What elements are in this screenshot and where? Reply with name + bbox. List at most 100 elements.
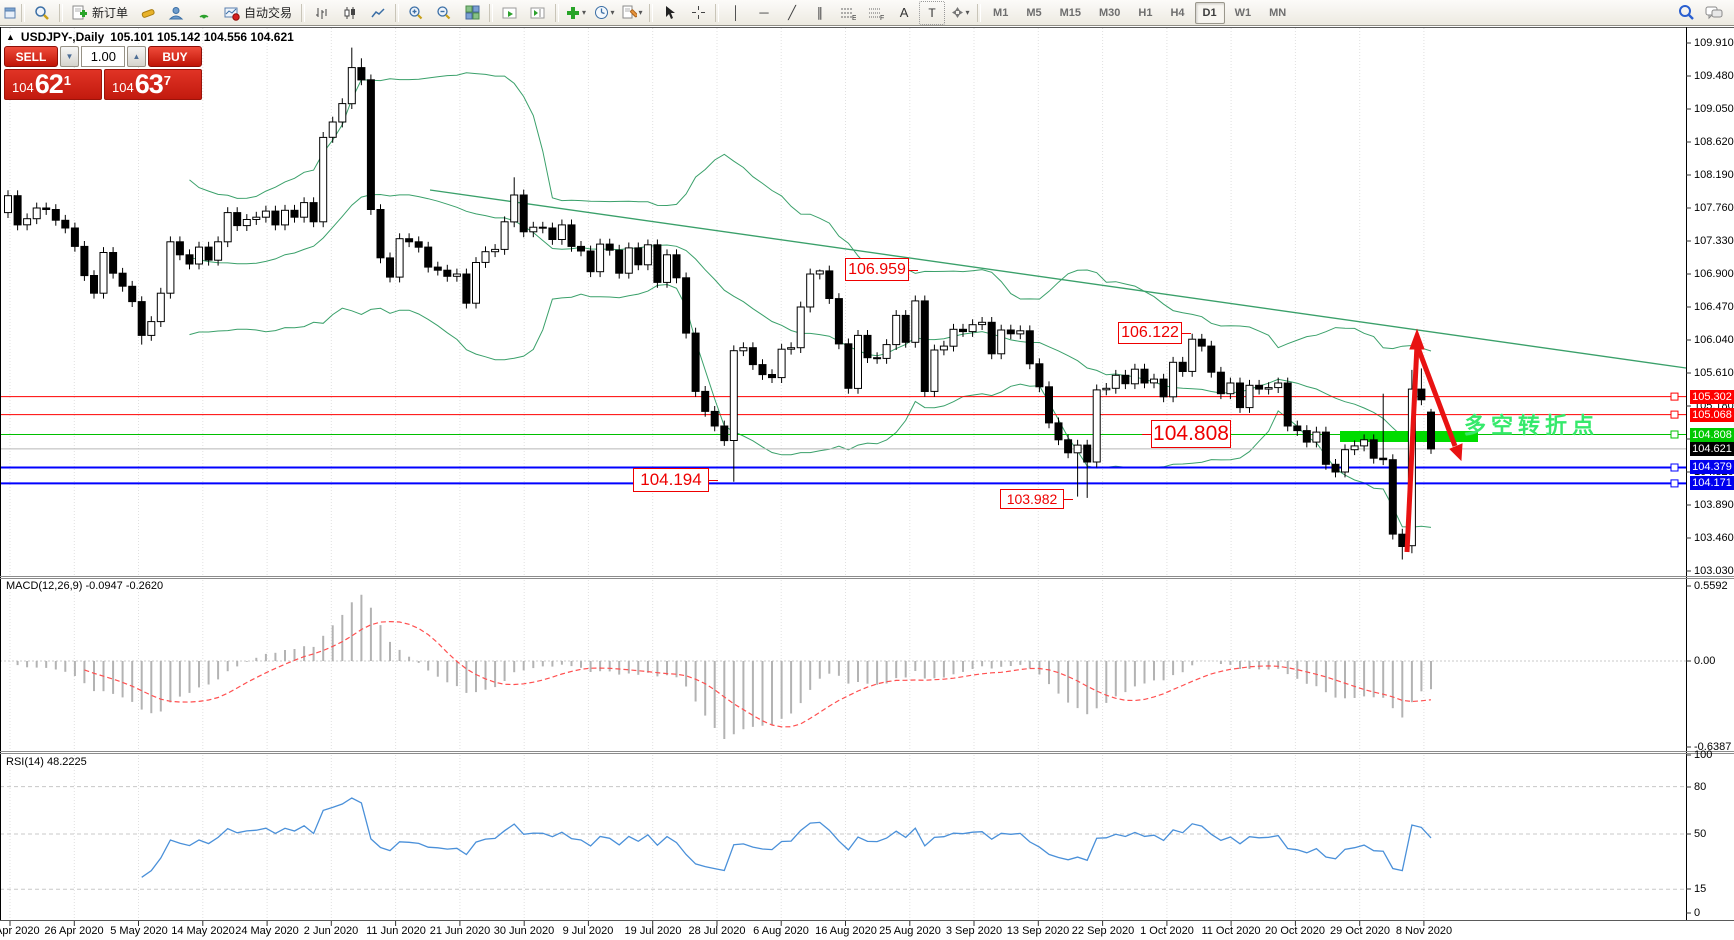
timeframe-m5[interactable]: M5 <box>1026 6 1042 19</box>
indicators-dropdown[interactable]: ▾ <box>563 1 589 25</box>
timeframe-w1[interactable]: W1 <box>1234 6 1252 19</box>
trendline-icon[interactable]: ╱ <box>788 5 796 20</box>
sell-button[interactable]: SELL <box>4 46 58 67</box>
macd-histogram <box>16 594 1432 739</box>
timeframe-mn[interactable]: MN <box>1269 6 1287 19</box>
price-tick-label: 109.480 <box>1694 70 1734 82</box>
date-label: 3 Sep 2020 <box>945 925 1003 937</box>
timeframe-h1[interactable]: H1 <box>1138 6 1153 19</box>
separator <box>715 3 720 22</box>
autotrading-label: 自动交易 <box>244 6 293 20</box>
buy-price-pips: 63 <box>134 69 164 99</box>
rsi-label: RSI(14) 48.2225 <box>6 756 87 768</box>
timeframe-d1[interactable]: D1 <box>1194 1 1225 24</box>
date-label: 19 Jul 2020 <box>624 925 682 937</box>
zoom-in-icon[interactable] <box>403 1 429 25</box>
line-chart-icon[interactable] <box>365 1 391 25</box>
price-tick-label: 103.460 <box>1694 532 1734 544</box>
autotrading-icon <box>224 7 240 21</box>
search-icon[interactable] <box>1673 1 1699 25</box>
sell-price-pips: 62 <box>34 69 64 99</box>
cursor-icon[interactable] <box>657 1 683 25</box>
periods-dropdown[interactable]: ▾ <box>591 1 617 25</box>
date-label: 8 Nov 2020 <box>1395 925 1453 937</box>
crayon-icon[interactable] <box>135 1 161 25</box>
search-icon <box>35 5 49 20</box>
date-label: 11 Jun 2020 <box>366 925 426 937</box>
autotrading-button[interactable]: 自动交易 <box>219 1 297 25</box>
fibo-expansion-icon[interactable]: F <box>863 1 889 25</box>
price-annotation[interactable]: 106.122 <box>1118 322 1191 344</box>
new-order-button[interactable]: 新订单 <box>67 1 133 25</box>
sell-price-display[interactable]: 104 62 1 <box>4 69 102 100</box>
horizontal-line-icon[interactable]: ─ <box>759 5 769 20</box>
date-label: 29 Oct 2020 <box>1330 925 1390 937</box>
volume-up-button[interactable]: ▲ <box>127 46 146 67</box>
templates-dropdown[interactable]: ▾ <box>619 1 645 25</box>
chart-title-ohlc: 105.101 105.142 104.556 104.621 <box>110 30 294 44</box>
separator <box>395 3 400 22</box>
volume-down-button[interactable]: ▼ <box>60 46 79 67</box>
new-order-icon <box>72 5 87 19</box>
price-annotation[interactable]: 106.959 <box>845 258 918 281</box>
text-label-icon[interactable]: T <box>919 0 946 25</box>
macd-tick-label: 0.5592 <box>1694 580 1728 592</box>
symbol-marker-icon: ▲ <box>6 32 15 42</box>
date-label: 25 Aug 2020 <box>879 925 941 937</box>
price-annotation[interactable]: 103.982 <box>1000 489 1073 509</box>
tile-windows-icon[interactable] <box>459 1 485 25</box>
date-label: 9 Jul 2020 <box>562 925 614 937</box>
auto-scroll-icon[interactable] <box>497 1 523 25</box>
red-trend-arrow[interactable] <box>1404 328 1463 553</box>
signal-icon[interactable] <box>191 1 217 25</box>
crosshair-icon[interactable] <box>685 1 711 25</box>
bull-bear-turning-point-callout[interactable]: 多空转折点 <box>1464 413 1600 438</box>
volume-input[interactable]: 1.00 <box>81 46 125 67</box>
timeframe-h4[interactable]: H4 <box>1170 6 1185 19</box>
buy-price-figure: 104 <box>112 80 134 95</box>
price-tick-label: 103.890 <box>1694 499 1734 511</box>
horizontal-level-lines[interactable] <box>0 396 1686 485</box>
candlesticks <box>4 47 1435 560</box>
chart-shift-icon[interactable] <box>525 1 551 25</box>
price-annotation[interactable]: 104.808 <box>1142 420 1231 448</box>
date-label: 1 Oct 2020 <box>1140 925 1194 937</box>
sell-price-point: 1 <box>63 73 71 88</box>
chat-icon[interactable] <box>1701 1 1727 25</box>
timeframe-m1[interactable]: M1 <box>993 6 1009 19</box>
arrows-dropdown[interactable]: ▾ <box>947 1 973 25</box>
buy-price-display[interactable]: 104 63 7 <box>104 69 202 100</box>
separator <box>21 3 25 22</box>
price-line-label: 105.302 <box>1690 390 1734 404</box>
descending-trendline[interactable] <box>429 189 1686 369</box>
price-annotation[interactable]: 104.194 <box>633 468 718 492</box>
equidistant-channel-icon[interactable]: ∥ <box>816 5 824 20</box>
zoom-out-icon[interactable] <box>431 1 457 25</box>
charts-grid-icon[interactable] <box>3 1 17 25</box>
text-icon[interactable]: A <box>899 5 909 20</box>
date-label: 26 Apr 2020 <box>44 925 104 937</box>
current-price-label: 104.621 <box>1690 442 1734 456</box>
bar-chart-icon[interactable] <box>309 1 335 25</box>
macd-tick-label: -0.6387 <box>1694 741 1732 753</box>
price-tick-label: 108.620 <box>1694 136 1734 148</box>
candlestick-chart-icon[interactable] <box>337 1 363 25</box>
buy-button[interactable]: BUY <box>148 46 202 67</box>
fibo-retracement-icon[interactable]: E <box>835 1 861 25</box>
vertical-line-icon[interactable]: │ <box>731 5 741 20</box>
chart-title: ▲ USDJPY-,Daily 105.101 105.142 104.556 … <box>6 30 294 44</box>
separator <box>649 3 654 22</box>
timeframe-m15[interactable]: M15 <box>1059 6 1081 19</box>
line-handles[interactable] <box>1670 392 1679 488</box>
separator <box>301 3 306 22</box>
date-label: 24 May 2020 <box>235 925 299 937</box>
magnifier-icon[interactable] <box>29 1 55 25</box>
date-label: 5 May 2020 <box>110 925 168 937</box>
price-tick-label: 105.610 <box>1694 367 1734 379</box>
grid-lines <box>9 28 1425 926</box>
profile-icon[interactable] <box>163 1 189 25</box>
timeframe-m30[interactable]: M30 <box>1099 6 1121 19</box>
date-label: 14 May 2020 <box>171 925 235 937</box>
